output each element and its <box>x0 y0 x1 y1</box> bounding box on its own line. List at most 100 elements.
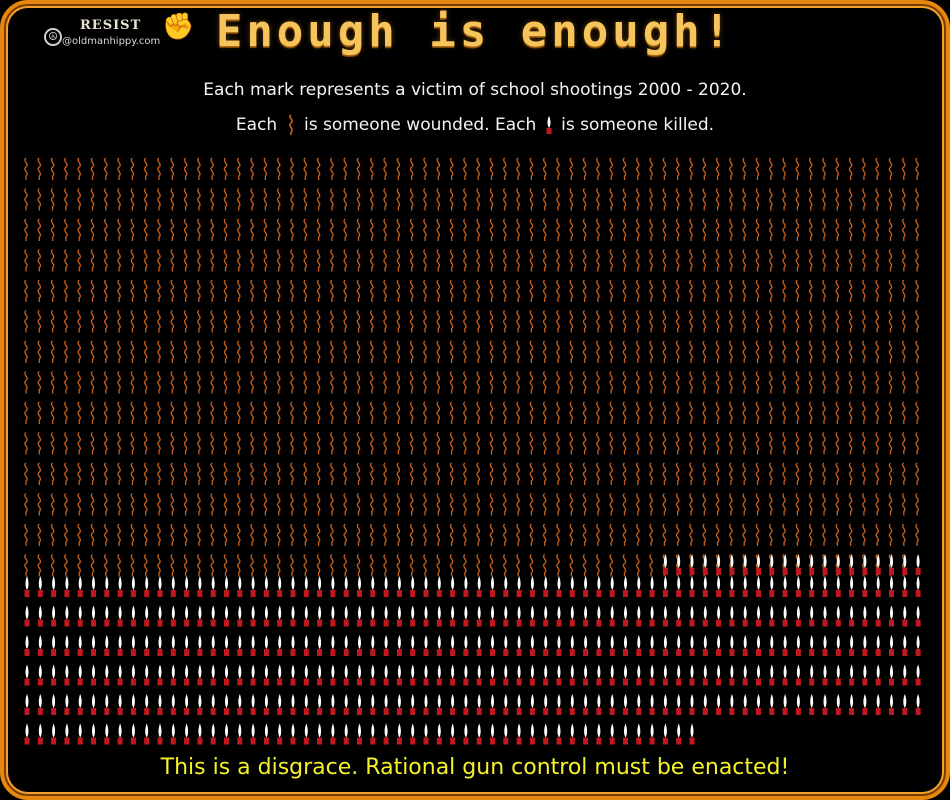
wounded-mark <box>316 340 321 363</box>
wounded-mark <box>130 462 135 485</box>
wounded-mark <box>516 523 520 546</box>
wounded-mark <box>436 431 441 455</box>
wounded-mark <box>649 492 653 516</box>
wounded-mark <box>848 309 853 333</box>
killed-mark <box>649 576 655 597</box>
killed-mark <box>170 664 176 686</box>
wounded-mark <box>542 218 547 241</box>
wounded-mark <box>423 309 427 333</box>
wounded-mark <box>742 279 746 302</box>
killed-mark <box>835 694 841 715</box>
wounded-mark <box>556 370 560 394</box>
wounded-mark <box>303 431 308 455</box>
killed-mark <box>184 635 190 656</box>
wounded-mark <box>197 309 201 333</box>
wounded-mark <box>104 218 108 241</box>
killed-mark <box>37 694 43 715</box>
killed-mark <box>516 635 522 656</box>
wounded-mark <box>609 523 613 546</box>
killed-mark <box>862 664 868 686</box>
wounded-mark <box>569 157 574 180</box>
wounded-mark <box>197 218 201 241</box>
wounded-mark <box>769 401 773 424</box>
wounded-mark <box>24 462 28 485</box>
wounded-mark <box>662 279 667 302</box>
wounded-mark <box>596 462 600 485</box>
wounded-mark <box>183 218 188 241</box>
wounded-mark <box>888 370 893 394</box>
wounded-mark <box>742 187 746 211</box>
wounded-mark <box>143 431 148 455</box>
wounded-mark <box>649 248 653 272</box>
killed-mark <box>782 664 788 686</box>
wounded-mark <box>542 248 547 272</box>
wounded-mark <box>476 401 480 424</box>
wounded-mark <box>303 370 308 394</box>
wounded-mark <box>795 492 800 516</box>
wounded-mark <box>848 431 853 455</box>
killed-mark <box>370 576 376 597</box>
wounded-mark <box>64 462 68 485</box>
wounded-mark <box>37 187 42 211</box>
wounded-mark <box>77 523 81 546</box>
wounded-mark <box>210 553 214 577</box>
killed-mark <box>250 576 256 597</box>
wounded-mark <box>356 218 361 241</box>
wounded-mark <box>875 401 879 424</box>
wounded-mark <box>582 492 587 516</box>
wounded-mark <box>649 340 653 363</box>
wounded-mark <box>715 340 720 363</box>
killed-mark <box>623 723 628 745</box>
wounded-mark <box>383 431 387 455</box>
wounded-mark <box>609 431 613 455</box>
wounded-mark <box>77 431 81 455</box>
killed-mark <box>795 694 801 715</box>
killed-mark <box>596 694 602 715</box>
wounded-mark <box>463 248 467 272</box>
wounded-mark <box>649 279 653 302</box>
wounded-mark <box>157 431 161 455</box>
killed-mark <box>889 554 894 575</box>
wounded-mark <box>237 248 241 272</box>
wounded-mark <box>316 492 321 516</box>
killed-mark <box>742 576 748 597</box>
wounded-mark <box>489 462 494 485</box>
killed-mark <box>210 576 216 597</box>
wounded-mark <box>24 340 28 363</box>
wounded-mark <box>290 370 294 394</box>
wounded-mark <box>675 401 680 424</box>
wounded-mark <box>303 187 308 211</box>
wounded-mark <box>77 248 81 272</box>
killed-mark <box>503 694 509 715</box>
wounded-mark <box>396 218 401 241</box>
wounded-mark <box>582 248 587 272</box>
wounded-mark <box>489 340 494 363</box>
wounded-mark <box>423 187 427 211</box>
killed-mark <box>769 576 775 597</box>
wounded-mark <box>782 340 786 363</box>
wounded-mark <box>330 462 334 485</box>
killed-mark <box>649 635 655 656</box>
wounded-mark <box>223 492 228 516</box>
wounded-mark <box>436 462 441 485</box>
killed-mark <box>77 664 83 686</box>
killed-mark <box>303 576 309 597</box>
killed-mark <box>51 723 57 745</box>
wounded-mark <box>542 309 547 333</box>
killed-mark <box>51 694 57 715</box>
wounded-mark <box>556 340 560 363</box>
killed-mark <box>130 694 136 715</box>
wounded-mark <box>636 248 640 272</box>
wounded-mark <box>769 523 773 546</box>
killed-mark <box>782 635 788 656</box>
wounded-mark <box>862 462 866 485</box>
killed-mark <box>197 664 203 686</box>
wounded-mark <box>330 309 334 333</box>
wounded-mark <box>556 401 560 424</box>
wounded-mark <box>237 370 241 394</box>
wounded-mark <box>117 187 121 211</box>
wounded-mark <box>330 340 334 363</box>
wounded-mark <box>24 279 28 302</box>
killed-mark <box>756 605 761 627</box>
wounded-mark <box>702 401 707 424</box>
